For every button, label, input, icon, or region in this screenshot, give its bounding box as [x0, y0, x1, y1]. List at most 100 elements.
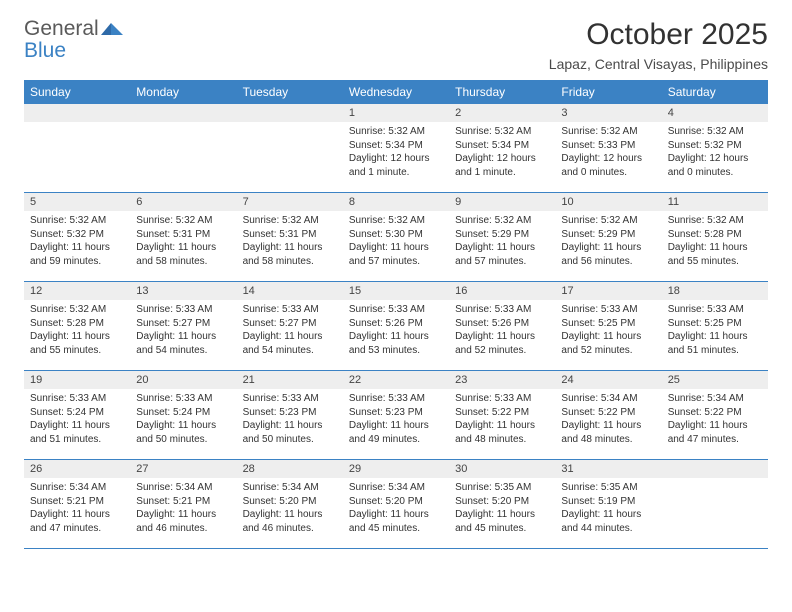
daylight-line: Daylight: 11 hours and 49 minutes. — [349, 419, 443, 446]
calendar-week: 1Sunrise: 5:32 AMSunset: 5:34 PMDaylight… — [24, 104, 768, 193]
sunrise-line: Sunrise: 5:33 AM — [561, 303, 655, 317]
daylight-line: Daylight: 12 hours and 0 minutes. — [561, 152, 655, 179]
day-content: Sunrise: 5:35 AMSunset: 5:20 PMDaylight:… — [449, 478, 555, 548]
sunset-line: Sunset: 5:22 PM — [561, 406, 655, 420]
sunrise-line: Sunrise: 5:32 AM — [349, 214, 443, 228]
day-header: Wednesday — [343, 80, 449, 104]
day-number: 13 — [130, 282, 236, 300]
sunrise-line: Sunrise: 5:33 AM — [30, 392, 124, 406]
sunset-line: Sunset: 5:34 PM — [455, 139, 549, 153]
day-number: 30 — [449, 460, 555, 478]
day-content: Sunrise: 5:34 AMSunset: 5:21 PMDaylight:… — [130, 478, 236, 548]
logo-text: General Blue — [24, 18, 123, 62]
page-title: October 2025 — [549, 18, 768, 52]
day-number: 31 — [555, 460, 661, 478]
day-number: 18 — [662, 282, 768, 300]
sunrise-line: Sunrise: 5:32 AM — [668, 125, 762, 139]
calendar-week: 12Sunrise: 5:32 AMSunset: 5:28 PMDayligh… — [24, 282, 768, 371]
logo-word-2: Blue — [24, 39, 66, 62]
day-content: Sunrise: 5:33 AMSunset: 5:26 PMDaylight:… — [449, 300, 555, 370]
calendar-day-cell: 12Sunrise: 5:32 AMSunset: 5:28 PMDayligh… — [24, 282, 130, 371]
sunrise-line: Sunrise: 5:34 AM — [561, 392, 655, 406]
day-number: 24 — [555, 371, 661, 389]
daylight-line: Daylight: 12 hours and 1 minute. — [349, 152, 443, 179]
day-content: Sunrise: 5:33 AMSunset: 5:27 PMDaylight:… — [237, 300, 343, 370]
title-block: October 2025 Lapaz, Central Visayas, Phi… — [549, 18, 768, 72]
page-subtitle: Lapaz, Central Visayas, Philippines — [549, 56, 768, 72]
sunset-line: Sunset: 5:23 PM — [349, 406, 443, 420]
daylight-line: Daylight: 11 hours and 57 minutes. — [349, 241, 443, 268]
daylight-line: Daylight: 11 hours and 45 minutes. — [455, 508, 549, 535]
calendar-day-cell — [237, 104, 343, 193]
day-number: 29 — [343, 460, 449, 478]
day-content: Sunrise: 5:33 AMSunset: 5:23 PMDaylight:… — [343, 389, 449, 459]
sunset-line: Sunset: 5:28 PM — [668, 228, 762, 242]
day-header: Sunday — [24, 80, 130, 104]
day-header: Monday — [130, 80, 236, 104]
calendar-day-cell: 8Sunrise: 5:32 AMSunset: 5:30 PMDaylight… — [343, 193, 449, 282]
day-content: Sunrise: 5:32 AMSunset: 5:32 PMDaylight:… — [662, 122, 768, 192]
sunrise-line: Sunrise: 5:32 AM — [136, 214, 230, 228]
calendar-day-cell: 23Sunrise: 5:33 AMSunset: 5:22 PMDayligh… — [449, 371, 555, 460]
day-content: Sunrise: 5:33 AMSunset: 5:25 PMDaylight:… — [555, 300, 661, 370]
calendar-day-cell: 3Sunrise: 5:32 AMSunset: 5:33 PMDaylight… — [555, 104, 661, 193]
sunrise-line: Sunrise: 5:32 AM — [30, 214, 124, 228]
calendar-week: 26Sunrise: 5:34 AMSunset: 5:21 PMDayligh… — [24, 460, 768, 549]
day-header: Friday — [555, 80, 661, 104]
day-content — [662, 478, 768, 548]
sunrise-line: Sunrise: 5:33 AM — [455, 392, 549, 406]
sunrise-line: Sunrise: 5:33 AM — [349, 303, 443, 317]
sunset-line: Sunset: 5:20 PM — [243, 495, 337, 509]
sunrise-line: Sunrise: 5:33 AM — [455, 303, 549, 317]
sunset-line: Sunset: 5:32 PM — [668, 139, 762, 153]
day-number: 20 — [130, 371, 236, 389]
day-content: Sunrise: 5:34 AMSunset: 5:22 PMDaylight:… — [662, 389, 768, 459]
sunset-line: Sunset: 5:27 PM — [136, 317, 230, 331]
daylight-line: Daylight: 12 hours and 0 minutes. — [668, 152, 762, 179]
day-number: 2 — [449, 104, 555, 122]
day-content: Sunrise: 5:32 AMSunset: 5:34 PMDaylight:… — [449, 122, 555, 192]
daylight-line: Daylight: 11 hours and 55 minutes. — [30, 330, 124, 357]
day-content: Sunrise: 5:32 AMSunset: 5:29 PMDaylight:… — [449, 211, 555, 281]
daylight-line: Daylight: 11 hours and 54 minutes. — [243, 330, 337, 357]
calendar-day-cell — [662, 460, 768, 549]
sunset-line: Sunset: 5:27 PM — [243, 317, 337, 331]
daylight-line: Daylight: 11 hours and 46 minutes. — [243, 508, 337, 535]
sunrise-line: Sunrise: 5:33 AM — [243, 392, 337, 406]
daylight-line: Daylight: 11 hours and 59 minutes. — [30, 241, 124, 268]
sunrise-line: Sunrise: 5:32 AM — [30, 303, 124, 317]
calendar-day-cell: 9Sunrise: 5:32 AMSunset: 5:29 PMDaylight… — [449, 193, 555, 282]
calendar-day-cell: 28Sunrise: 5:34 AMSunset: 5:20 PMDayligh… — [237, 460, 343, 549]
day-number: 12 — [24, 282, 130, 300]
sunrise-line: Sunrise: 5:33 AM — [136, 303, 230, 317]
day-content: Sunrise: 5:33 AMSunset: 5:27 PMDaylight:… — [130, 300, 236, 370]
calendar-day-cell — [130, 104, 236, 193]
day-number: 22 — [343, 371, 449, 389]
day-content: Sunrise: 5:35 AMSunset: 5:19 PMDaylight:… — [555, 478, 661, 548]
day-number: 21 — [237, 371, 343, 389]
daylight-line: Daylight: 11 hours and 45 minutes. — [349, 508, 443, 535]
calendar-day-cell: 27Sunrise: 5:34 AMSunset: 5:21 PMDayligh… — [130, 460, 236, 549]
day-number: 9 — [449, 193, 555, 211]
sunset-line: Sunset: 5:21 PM — [30, 495, 124, 509]
sunrise-line: Sunrise: 5:34 AM — [668, 392, 762, 406]
sunrise-line: Sunrise: 5:35 AM — [561, 481, 655, 495]
day-content — [24, 122, 130, 192]
day-number: 26 — [24, 460, 130, 478]
day-content: Sunrise: 5:32 AMSunset: 5:33 PMDaylight:… — [555, 122, 661, 192]
day-content: Sunrise: 5:32 AMSunset: 5:28 PMDaylight:… — [24, 300, 130, 370]
calendar-day-cell: 25Sunrise: 5:34 AMSunset: 5:22 PMDayligh… — [662, 371, 768, 460]
day-content: Sunrise: 5:34 AMSunset: 5:20 PMDaylight:… — [343, 478, 449, 548]
sunset-line: Sunset: 5:20 PM — [349, 495, 443, 509]
daylight-line: Daylight: 11 hours and 52 minutes. — [455, 330, 549, 357]
daylight-line: Daylight: 11 hours and 44 minutes. — [561, 508, 655, 535]
calendar-day-cell: 13Sunrise: 5:33 AMSunset: 5:27 PMDayligh… — [130, 282, 236, 371]
day-content — [130, 122, 236, 192]
daylight-line: Daylight: 11 hours and 48 minutes. — [561, 419, 655, 446]
day-number: 16 — [449, 282, 555, 300]
calendar-day-cell: 16Sunrise: 5:33 AMSunset: 5:26 PMDayligh… — [449, 282, 555, 371]
day-content: Sunrise: 5:33 AMSunset: 5:24 PMDaylight:… — [130, 389, 236, 459]
sunrise-line: Sunrise: 5:32 AM — [561, 214, 655, 228]
day-content: Sunrise: 5:32 AMSunset: 5:30 PMDaylight:… — [343, 211, 449, 281]
calendar-week: 5Sunrise: 5:32 AMSunset: 5:32 PMDaylight… — [24, 193, 768, 282]
